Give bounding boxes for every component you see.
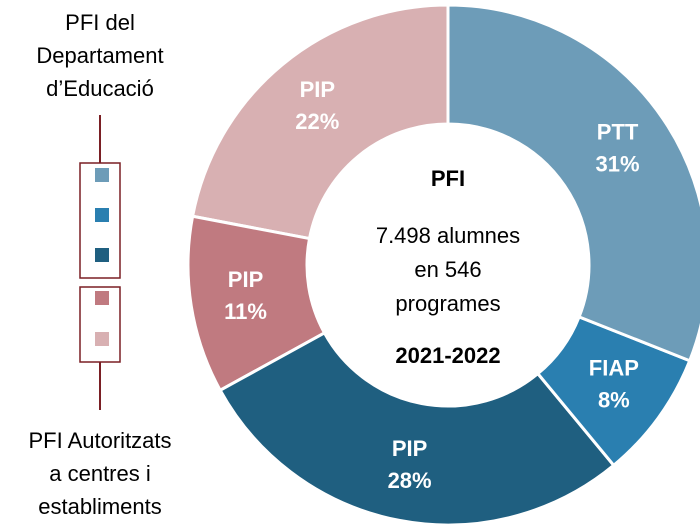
legend-label: PFI del — [65, 10, 135, 35]
segment-category: PIP — [392, 436, 427, 461]
center-subtitle: 2021-2022 — [395, 343, 500, 368]
legend-label: a centres i — [49, 461, 151, 486]
legend-label: establiments — [38, 494, 162, 519]
segment-label: 22% — [295, 109, 339, 134]
segment-label: 11% — [224, 299, 267, 324]
segment-label: 31% — [596, 152, 640, 177]
segment-category: FIAP — [589, 355, 639, 380]
legend-box — [79, 286, 121, 363]
center-title: PFI — [431, 166, 465, 191]
legend-label: Departament — [36, 43, 163, 68]
legend-swatch — [95, 208, 109, 222]
legend-swatch — [95, 248, 109, 262]
segment-label: 28% — [388, 468, 432, 493]
donut-segment — [218, 330, 616, 527]
center-line: programes — [395, 291, 500, 316]
segment-category: PIP — [300, 77, 335, 102]
segment-category: PIP — [228, 267, 263, 292]
legend-label: d’Educació — [46, 76, 154, 101]
legend-swatch — [95, 291, 109, 305]
legend-swatch — [95, 332, 109, 346]
segment-label: 8% — [598, 387, 630, 412]
donut-segment — [190, 3, 450, 241]
legend-swatch — [95, 168, 109, 182]
legend-box — [79, 162, 121, 279]
center-line: en 546 — [414, 257, 481, 282]
donut-segment — [446, 3, 700, 363]
center-line: 7.498 alumnes — [376, 223, 520, 248]
donut-segment — [535, 314, 692, 468]
segment-category: PTT — [597, 120, 639, 145]
legend-label: PFI Autoritzats — [28, 428, 171, 453]
donut-segment — [186, 214, 327, 393]
